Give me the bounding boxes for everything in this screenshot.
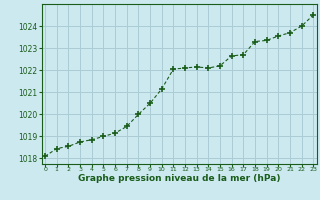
X-axis label: Graphe pression niveau de la mer (hPa): Graphe pression niveau de la mer (hPa)	[78, 174, 280, 183]
